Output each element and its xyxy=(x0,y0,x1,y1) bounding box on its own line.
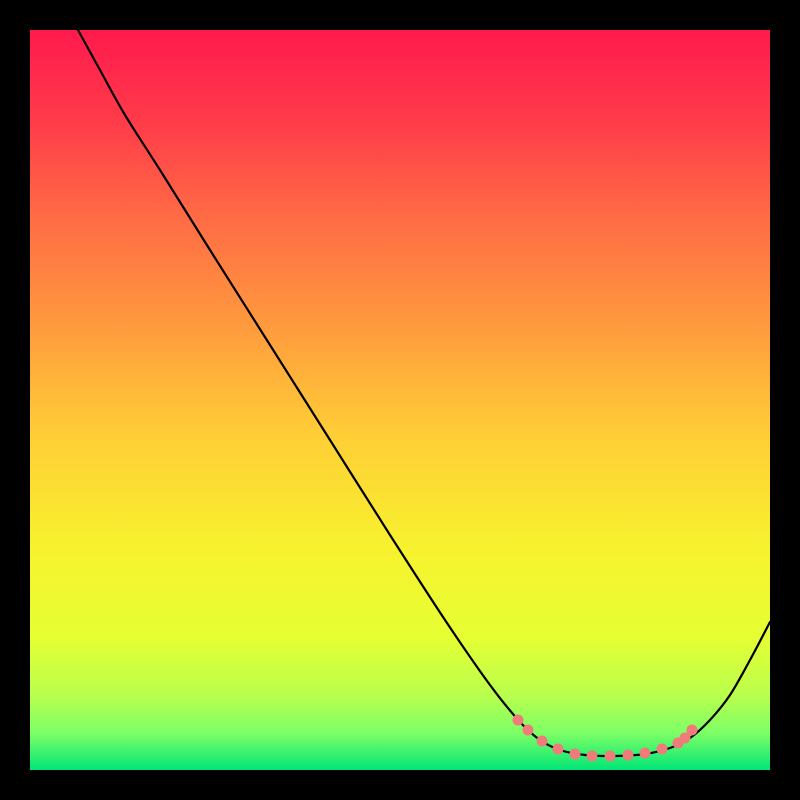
plot-outer-frame xyxy=(0,0,800,800)
marker-point xyxy=(687,725,697,735)
chart-container: TheBottlenecker.com xyxy=(0,0,800,800)
marker-point xyxy=(553,744,563,754)
marker-point xyxy=(623,750,633,760)
marker-point xyxy=(657,744,667,754)
marker-point xyxy=(537,736,547,746)
marker-point xyxy=(587,751,597,761)
marker-point xyxy=(680,733,690,743)
marker-point xyxy=(605,751,615,761)
marker-point xyxy=(523,725,533,735)
marker-point xyxy=(513,715,523,725)
marker-point xyxy=(570,749,580,759)
plot-svg xyxy=(30,30,770,770)
marker-point xyxy=(640,748,650,758)
plot-area xyxy=(30,30,770,770)
